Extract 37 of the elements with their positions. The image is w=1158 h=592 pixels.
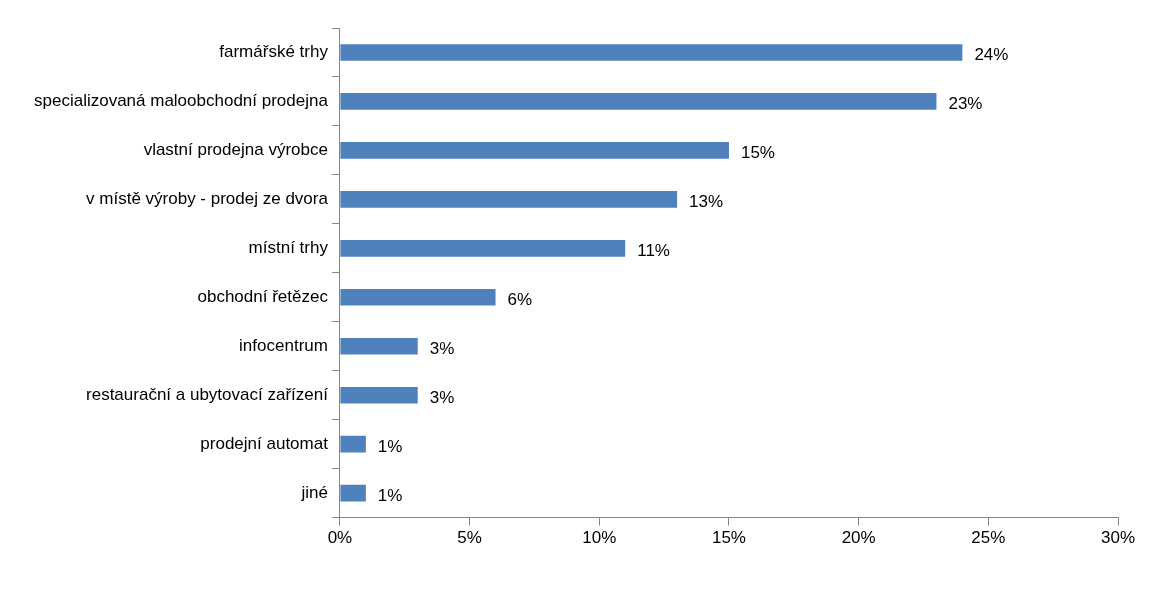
y-tick-label: prodejní automat — [200, 433, 329, 453]
x-tick-label: 15% — [711, 528, 746, 548]
y-tick-label: specializovaná maloobchodní prodejna — [33, 91, 329, 111]
x-tick-label: 25% — [971, 528, 1006, 548]
bar — [340, 337, 418, 355]
bar — [340, 484, 366, 502]
x-tick-label: 10% — [582, 528, 617, 548]
data-label: 3% — [429, 338, 455, 358]
data-label: 1% — [377, 485, 403, 505]
bar — [340, 142, 729, 159]
y-tick-label: vlastní prodejna výrobce — [143, 140, 328, 160]
bar — [340, 93, 937, 110]
data-label: 1% — [377, 436, 403, 456]
data-label: 24% — [974, 45, 1009, 65]
y-tick-label: v místě výroby - prodej ze dvora — [86, 189, 329, 209]
y-tick-label: obchodní řetězec — [197, 286, 329, 306]
data-label: 11% — [637, 241, 670, 261]
bar — [340, 240, 626, 257]
y-tick-label: místní trhy — [248, 238, 329, 258]
y-tick-label: infocentrum — [239, 335, 328, 355]
data-label: 3% — [429, 387, 455, 407]
bar — [340, 435, 366, 453]
bar — [340, 288, 496, 306]
y-tick-label: farmářské trhy — [219, 42, 329, 62]
y-tick-label: jiné — [300, 482, 328, 502]
data-label: 6% — [507, 289, 533, 309]
bar — [340, 191, 678, 208]
x-tick-label: 20% — [841, 528, 876, 548]
data-label: 15% — [740, 143, 775, 163]
x-tick-label: 30% — [1100, 528, 1136, 548]
data-label: 23% — [948, 94, 983, 114]
data-label: 13% — [689, 192, 724, 212]
y-tick-label: restaurační a ubytovací zařízení — [86, 384, 329, 404]
x-tick-label: 5% — [457, 528, 482, 548]
bar — [340, 44, 963, 61]
x-tick-label: 0% — [327, 528, 353, 548]
bar — [340, 386, 418, 404]
